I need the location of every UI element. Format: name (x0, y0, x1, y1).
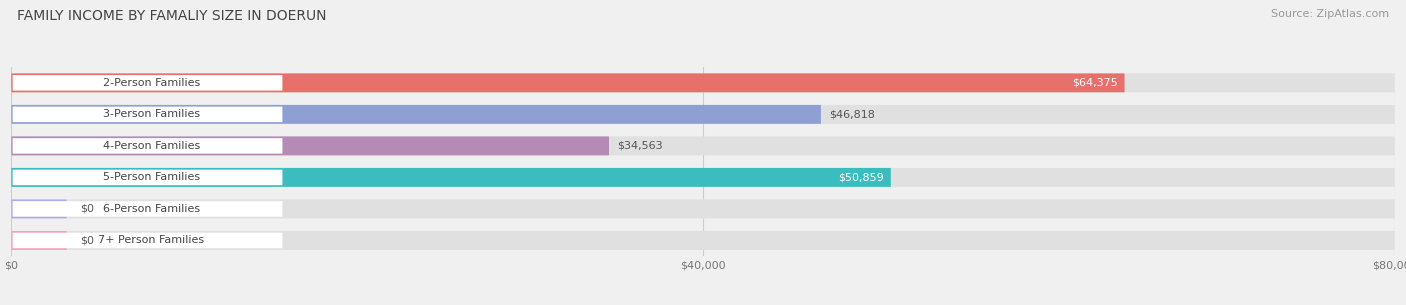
Text: $0: $0 (80, 235, 94, 246)
FancyBboxPatch shape (11, 168, 891, 187)
Text: $50,859: $50,859 (838, 172, 884, 182)
FancyBboxPatch shape (11, 136, 609, 155)
FancyBboxPatch shape (11, 168, 1395, 187)
Text: 3-Person Families: 3-Person Families (103, 109, 200, 119)
FancyBboxPatch shape (11, 105, 821, 124)
FancyBboxPatch shape (11, 74, 1125, 92)
Text: Source: ZipAtlas.com: Source: ZipAtlas.com (1271, 9, 1389, 19)
FancyBboxPatch shape (11, 231, 1395, 250)
Text: $34,563: $34,563 (617, 141, 662, 151)
FancyBboxPatch shape (13, 233, 283, 248)
FancyBboxPatch shape (13, 75, 283, 91)
FancyBboxPatch shape (11, 136, 1395, 155)
FancyBboxPatch shape (11, 199, 1395, 218)
FancyBboxPatch shape (13, 201, 283, 217)
Text: 5-Person Families: 5-Person Families (103, 172, 200, 182)
Text: $64,375: $64,375 (1071, 78, 1118, 88)
Text: $46,818: $46,818 (830, 109, 875, 119)
FancyBboxPatch shape (11, 74, 1395, 92)
FancyBboxPatch shape (11, 199, 66, 218)
FancyBboxPatch shape (13, 107, 283, 122)
FancyBboxPatch shape (11, 105, 1395, 124)
FancyBboxPatch shape (13, 170, 283, 185)
Text: FAMILY INCOME BY FAMALIY SIZE IN DOERUN: FAMILY INCOME BY FAMALIY SIZE IN DOERUN (17, 9, 326, 23)
FancyBboxPatch shape (11, 231, 66, 250)
FancyBboxPatch shape (13, 138, 283, 154)
Text: 6-Person Families: 6-Person Families (103, 204, 200, 214)
Text: $0: $0 (80, 204, 94, 214)
Text: 4-Person Families: 4-Person Families (103, 141, 200, 151)
Text: 2-Person Families: 2-Person Families (103, 78, 200, 88)
Text: 7+ Person Families: 7+ Person Families (98, 235, 205, 246)
